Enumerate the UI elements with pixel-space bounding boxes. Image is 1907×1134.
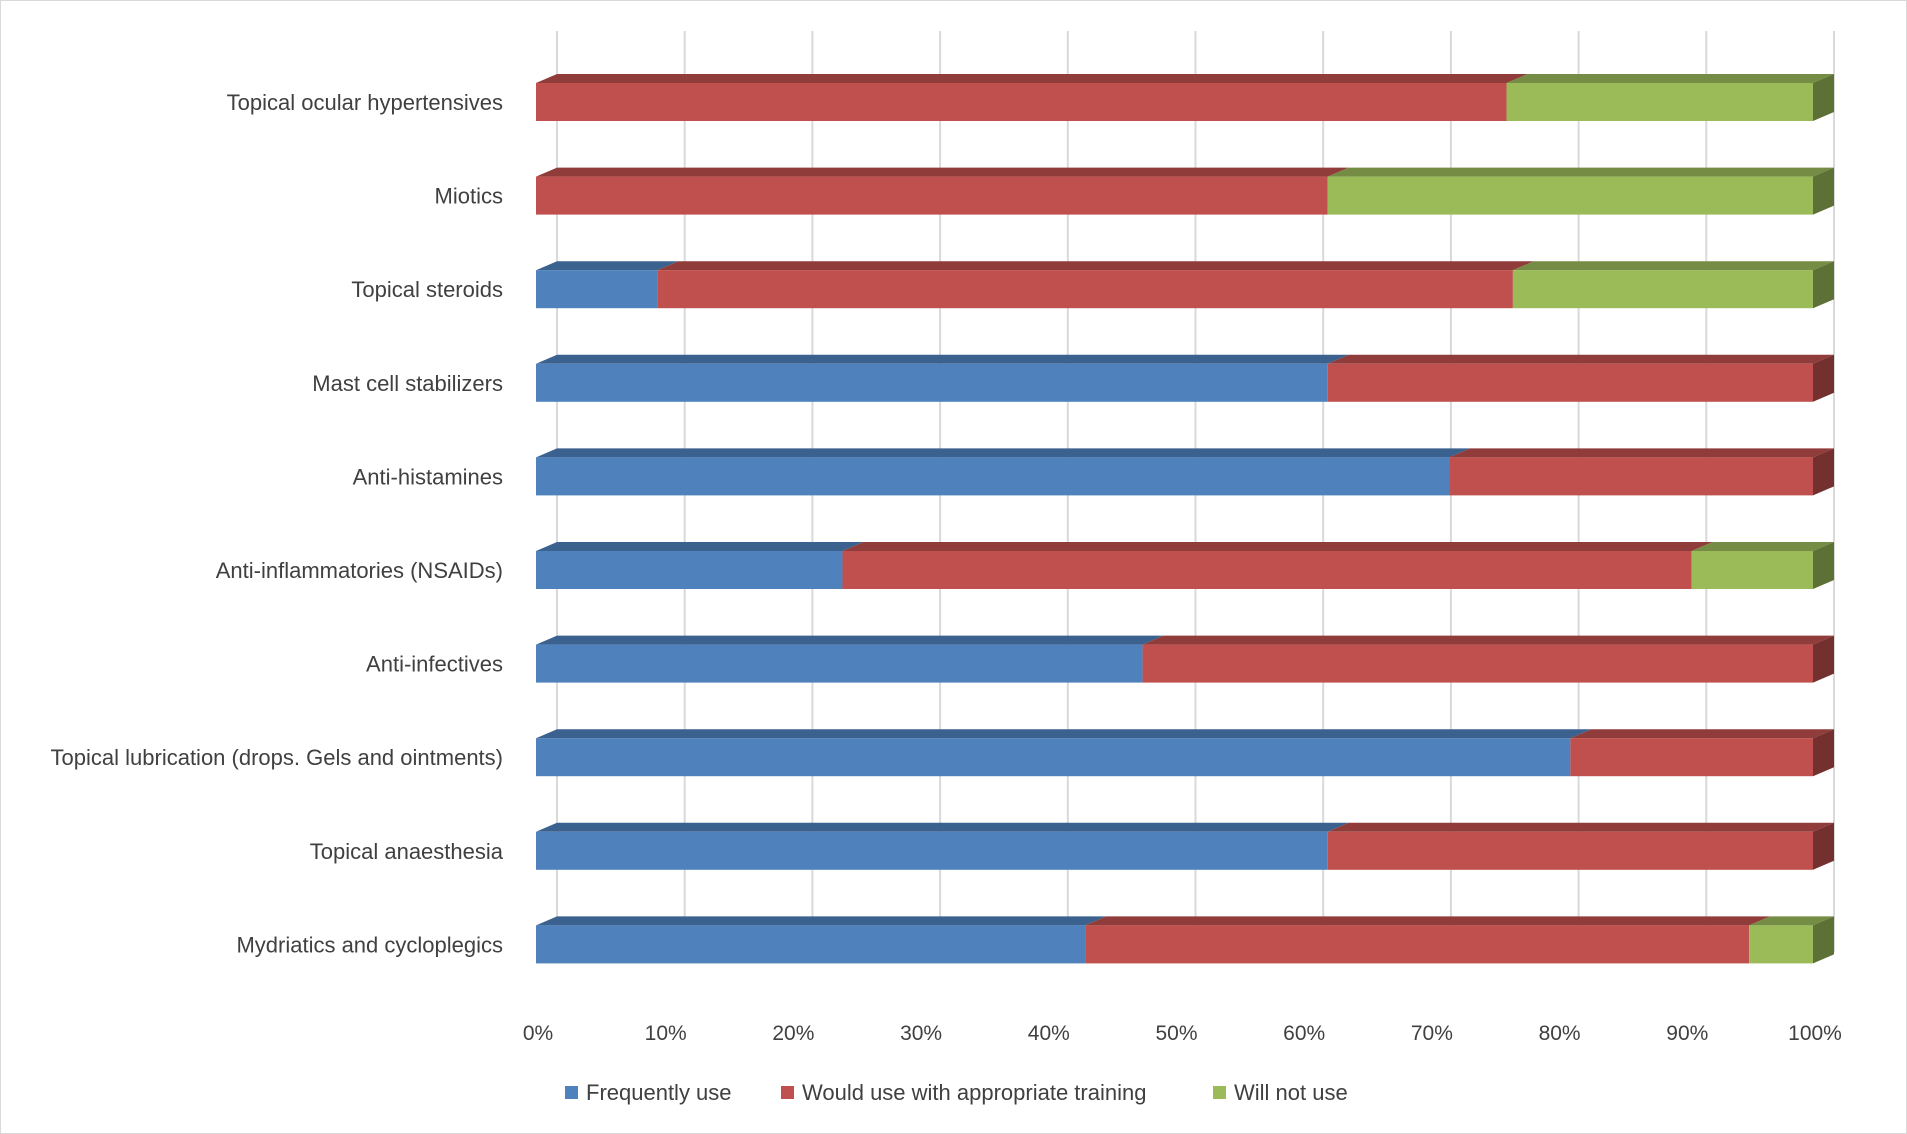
bar-would-use-with-appropriate-training — [1327, 363, 1813, 402]
bar-top-frequently-use — [536, 261, 679, 271]
bar-top-would-use-with-appropriate-training — [1327, 822, 1834, 832]
bars — [536, 74, 1834, 964]
bar-top-frequently-use — [536, 822, 1349, 832]
x-tick-label: 50% — [1155, 1022, 1197, 1045]
bar-would-use-with-appropriate-training — [536, 176, 1328, 215]
category-label: Miotics — [435, 184, 503, 209]
bar-side-would-use-with-appropriate-training — [1813, 354, 1834, 402]
bar-will-not-use — [1327, 176, 1813, 215]
bar-top-frequently-use — [536, 916, 1107, 926]
bar-would-use-with-appropriate-training — [1085, 925, 1750, 964]
x-axis-tick-labels: 0% 10% 20% 30% 40% 50% 60% 70% 80% 90% 100% — [523, 1022, 1842, 1045]
category-label: Topical lubrication (drops. Gels and oin… — [51, 745, 503, 770]
bar-side-will-not-use — [1813, 74, 1834, 121]
bar-top-would-use-with-appropriate-training — [1327, 354, 1834, 364]
x-tick-label: 70% — [1411, 1022, 1453, 1045]
bar-top-would-use-with-appropriate-training — [1449, 448, 1834, 458]
bar-top-frequently-use — [536, 635, 1164, 645]
bar-side-would-use-with-appropriate-training — [1813, 729, 1834, 777]
bar-top-would-use-with-appropriate-training — [536, 167, 1349, 177]
bar-side-would-use-with-appropriate-training — [1813, 448, 1834, 496]
bar-frequently-use — [536, 363, 1328, 402]
bar-side-will-not-use — [1813, 261, 1834, 309]
category-label: Mast cell stabilizers — [312, 371, 503, 396]
bar-frequently-use — [536, 925, 1086, 964]
bar-side-would-use-with-appropriate-training — [1813, 635, 1834, 683]
category-label: Topical ocular hypertensives — [227, 90, 503, 115]
bar-will-not-use — [1512, 270, 1813, 309]
bar-top-would-use-with-appropriate-training — [1142, 635, 1834, 645]
bar-frequently-use — [536, 738, 1571, 777]
bar-side-will-not-use — [1813, 916, 1834, 964]
category-label: Anti-infectives — [366, 652, 503, 677]
bar-top-will-not-use — [1512, 261, 1834, 271]
bar-side-will-not-use — [1813, 167, 1834, 215]
legend-label-would-use-with-appropriate-training: Would use with appropriate training — [802, 1080, 1146, 1105]
x-tick-label: 20% — [772, 1022, 814, 1045]
bar-would-use-with-appropriate-training — [657, 270, 1513, 309]
legend: Frequently use Would use with appropriate… — [565, 1080, 1348, 1105]
x-tick-label: 30% — [900, 1022, 942, 1045]
bar-top-frequently-use — [536, 354, 1349, 364]
bar-top-frequently-use — [536, 729, 1592, 739]
legend-label-will-not-use: Will not use — [1234, 1080, 1348, 1105]
legend-swatch-will-not-use — [1213, 1086, 1226, 1099]
bar-top-would-use-with-appropriate-training — [1085, 916, 1771, 926]
bar-top-frequently-use — [536, 448, 1471, 458]
bar-frequently-use — [536, 457, 1450, 496]
bar-will-not-use — [1691, 551, 1813, 589]
bar-top-will-not-use — [1749, 916, 1834, 926]
x-tick-label: 80% — [1539, 1022, 1581, 1045]
category-label: Mydriatics and cycloplegics — [236, 932, 503, 957]
bar-top-frequently-use — [536, 542, 864, 551]
bar-would-use-with-appropriate-training — [536, 83, 1507, 121]
x-tick-label: 100% — [1788, 1022, 1842, 1045]
bar-top-will-not-use — [1691, 542, 1834, 551]
bar-would-use-with-appropriate-training — [1142, 644, 1813, 683]
category-label: Anti-inflammatories (NSAIDs) — [216, 558, 503, 583]
bar-top-would-use-with-appropriate-training — [1570, 729, 1834, 739]
bar-would-use-with-appropriate-training — [1327, 831, 1813, 870]
bar-side-will-not-use — [1813, 542, 1834, 589]
bar-would-use-with-appropriate-training — [842, 551, 1692, 589]
bar-would-use-with-appropriate-training — [1570, 738, 1813, 777]
bar-will-not-use — [1749, 925, 1813, 964]
legend-swatch-would-use-with-appropriate-training — [781, 1086, 794, 1099]
legend-label-frequently-use: Frequently use — [586, 1080, 732, 1105]
x-tick-label: 90% — [1666, 1022, 1708, 1045]
bar-top-would-use-with-appropriate-training — [536, 74, 1528, 83]
x-tick-label: 0% — [523, 1022, 553, 1045]
bar-will-not-use — [1506, 83, 1813, 121]
bar-frequently-use — [536, 644, 1143, 683]
category-label: Topical anaesthesia — [310, 839, 504, 864]
bar-top-will-not-use — [1327, 167, 1834, 177]
legend-swatch-frequently-use — [565, 1086, 578, 1099]
category-labels: Topical ocular hypertensives Miotics Topic… — [51, 90, 504, 957]
x-tick-label: 10% — [645, 1022, 687, 1045]
bar-frequently-use — [536, 270, 658, 309]
x-tick-label: 40% — [1028, 1022, 1070, 1045]
x-tick-label: 60% — [1283, 1022, 1325, 1045]
bar-frequently-use — [536, 551, 843, 589]
bar-top-would-use-with-appropriate-training — [842, 542, 1713, 551]
bar-top-will-not-use — [1506, 74, 1834, 83]
bar-side-would-use-with-appropriate-training — [1813, 822, 1834, 870]
bar-would-use-with-appropriate-training — [1449, 457, 1813, 496]
category-label: Topical steroids — [351, 277, 503, 302]
bar-frequently-use — [536, 831, 1328, 870]
bar-top-would-use-with-appropriate-training — [657, 261, 1534, 271]
category-label: Anti-histamines — [353, 464, 503, 489]
